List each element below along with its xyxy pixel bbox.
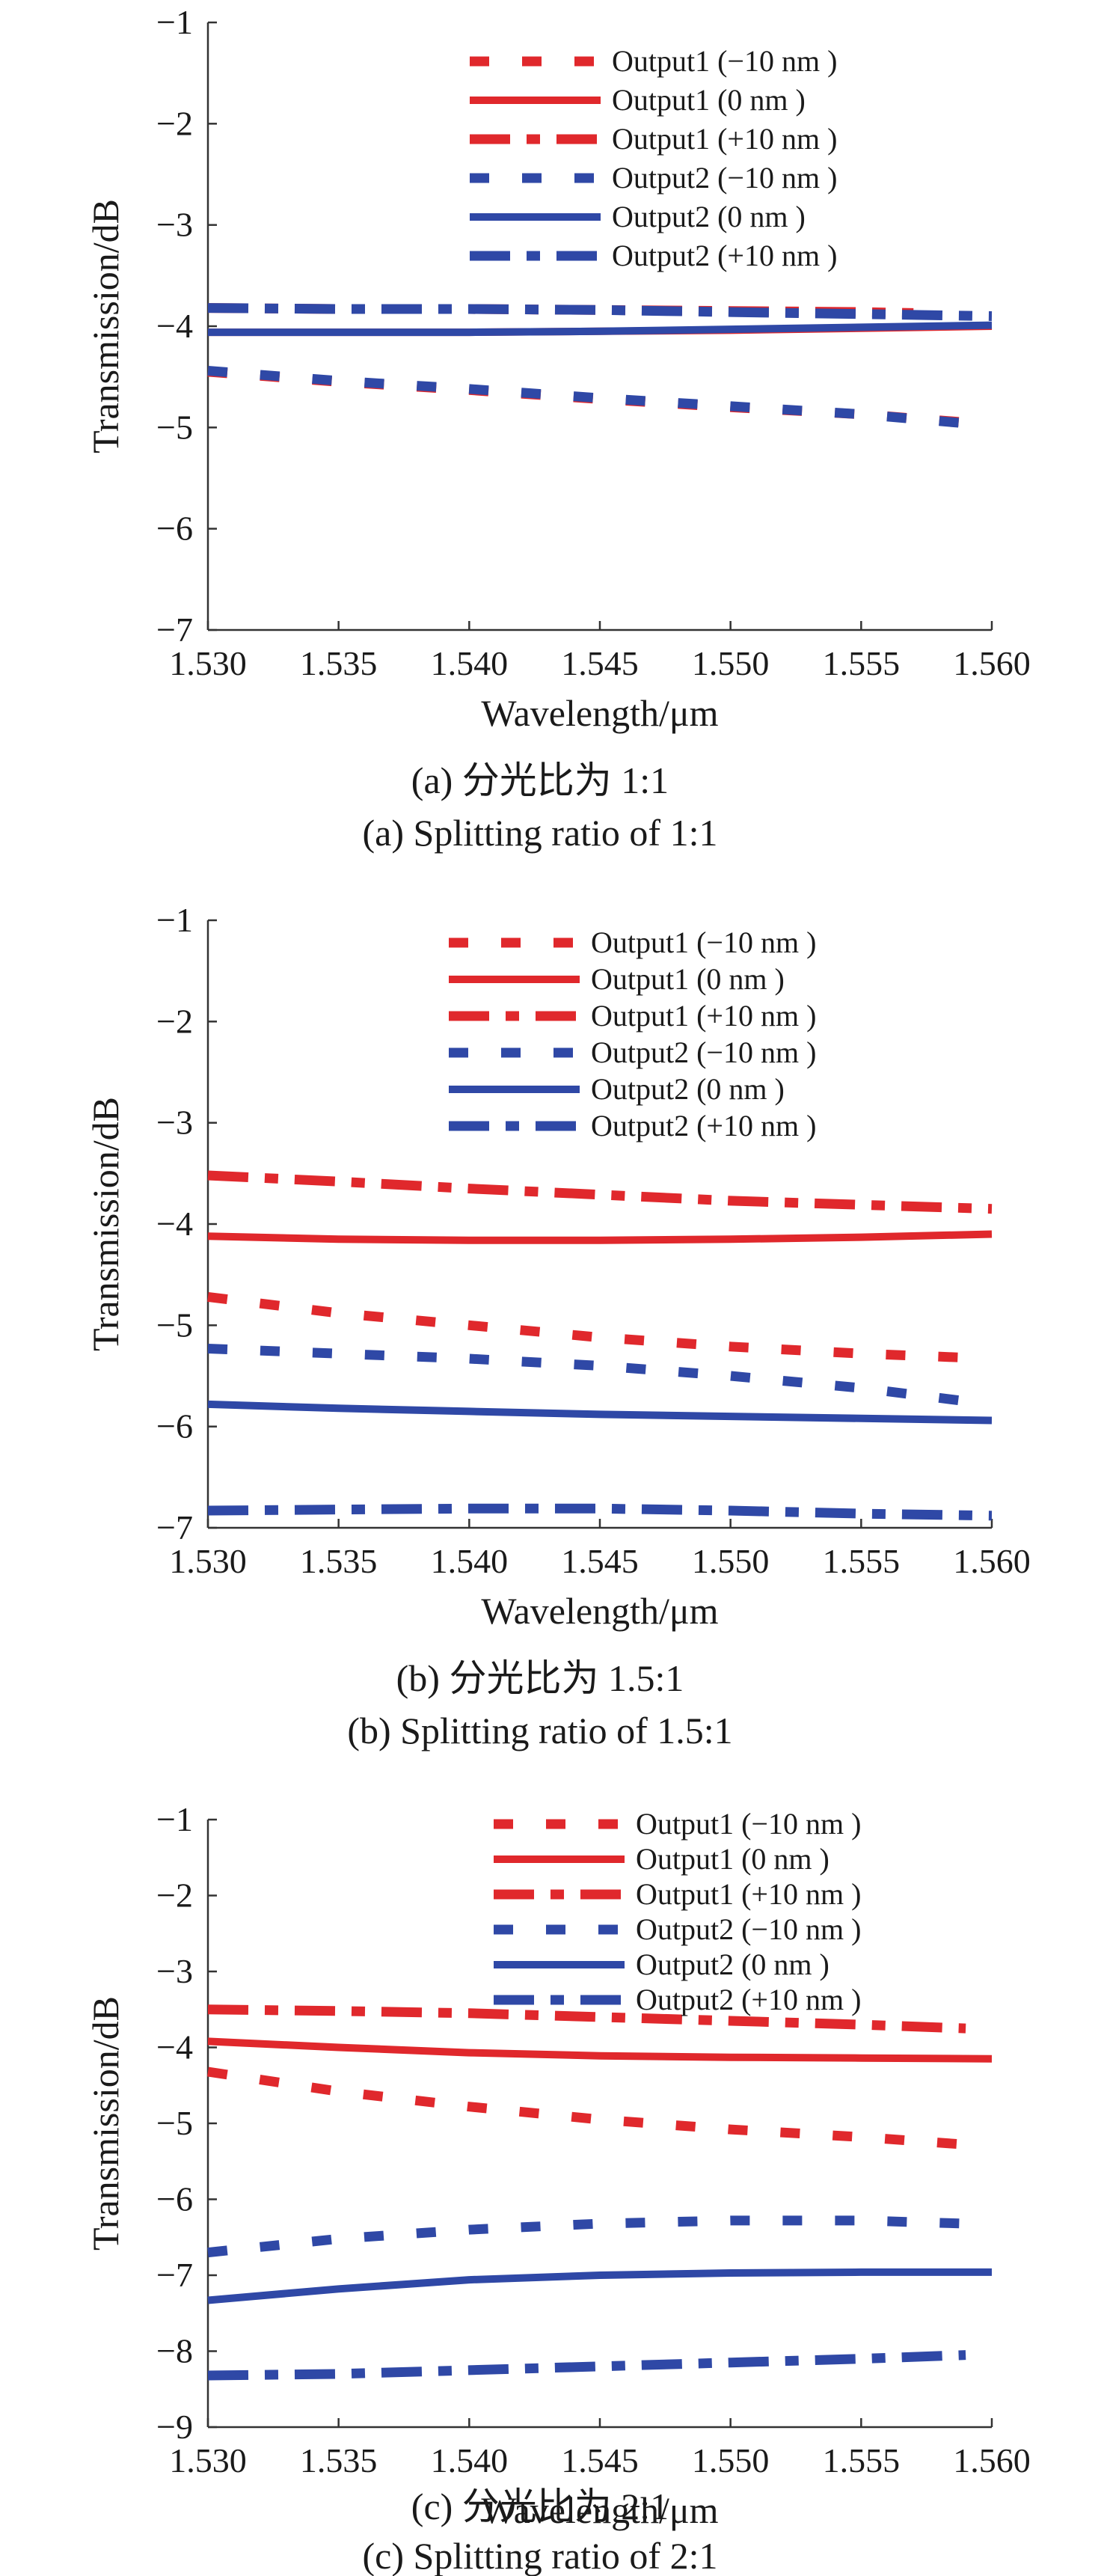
- y-tick-label: −6: [156, 2180, 193, 2218]
- x-tick-label: 1.545: [561, 1542, 639, 1580]
- series-line-5: [208, 321, 993, 337]
- legend: Output1 (−10 nm )Output1 (0 nm )Output1 …: [494, 1807, 861, 2016]
- series-line-6: [207, 2350, 966, 2381]
- series-line-2: [207, 2037, 993, 2063]
- x-tick-label: 1.560: [953, 1542, 1031, 1580]
- legend-label: Output1 (+10 nm ): [612, 122, 837, 156]
- series-line-1: [207, 2066, 966, 2150]
- y-tick-label: −6: [156, 510, 193, 548]
- x-tick-label: 1.555: [823, 2441, 901, 2479]
- y-tick-label: −4: [156, 2028, 193, 2066]
- y-tick-label: −7: [156, 611, 193, 649]
- legend-label: Output1 (+10 nm ): [636, 1877, 861, 1911]
- legend-label: Output1 (−10 nm ): [636, 1807, 861, 1841]
- x-tick-label: 1.555: [823, 1542, 901, 1580]
- y-tick-label: −7: [156, 2256, 193, 2294]
- legend-label: Output1 (0 nm ): [636, 1842, 829, 1876]
- legend-label: Output1 (−10 nm ): [591, 926, 816, 959]
- legend-label: Output2 (0 nm ): [612, 200, 806, 233]
- series-line-3: [207, 1170, 993, 1214]
- y-axis-label: Transmission/dB: [85, 1996, 126, 2251]
- x-tick-label: 1.535: [300, 644, 378, 682]
- x-tick-label: 1.550: [692, 644, 770, 682]
- x-tick-label: 1.550: [692, 2441, 770, 2479]
- caption-cn: (b) 分光比为 1.5:1: [396, 1657, 684, 1699]
- legend-label: Output2 (−10 nm ): [591, 1035, 816, 1069]
- y-tick-label: −2: [156, 1876, 193, 1915]
- legend-label: Output2 (−10 nm ): [636, 1912, 861, 1946]
- x-tick-label: 1.555: [823, 644, 901, 682]
- legend-label: Output2 (+10 nm ): [612, 239, 837, 272]
- x-tick-label: 1.550: [692, 1542, 770, 1580]
- legend: Output1 (−10 nm ) Output1 (0 nm ) Output1 …: [470, 44, 837, 272]
- x-tick-label: 1.560: [953, 644, 1031, 682]
- y-axis-label: Transmission/dB: [85, 199, 126, 453]
- chart-panel-3: −1 −2 −3 −4 −5 −6 −7 −8 −91.530 1.535 1.540 1.545 1.…: [85, 1800, 1031, 2576]
- x-tick-label: 1.545: [561, 2441, 639, 2479]
- y-tick-label: −4: [156, 1205, 193, 1243]
- y-tick-label: −4: [156, 307, 193, 345]
- y-tick-label: −1: [156, 1800, 193, 1838]
- caption-en: (b) Splitting ratio of 1.5:1: [347, 1710, 732, 1752]
- x-axis-label: Wavelength/μm: [481, 692, 718, 734]
- y-tick-label: −1: [156, 3, 193, 41]
- x-tick-label: 1.530: [169, 1542, 247, 1580]
- x-tick-label: 1.530: [169, 644, 247, 682]
- y-tick-label: −2: [156, 104, 193, 142]
- y-tick-label: −2: [156, 1002, 193, 1040]
- series-line-4: [207, 366, 966, 429]
- legend-label: Output2 (0 nm ): [636, 1948, 829, 1981]
- y-tick-label: −3: [156, 206, 193, 244]
- x-axis-label: Wavelength/μm: [481, 2489, 718, 2531]
- series-line-2: [207, 1230, 993, 1244]
- x-tick-label: 1.530: [169, 2441, 247, 2479]
- legend-label: Output1 (−10 nm ): [612, 44, 837, 78]
- y-axis-label: Transmission/dB: [85, 1097, 126, 1351]
- caption-en: (a) Splitting ratio of 1:1: [363, 812, 718, 854]
- x-tick-label: 1.540: [431, 2441, 509, 2479]
- series-line-5: [207, 1400, 993, 1425]
- caption-cn: (c) 分光比为 2:1: [411, 2485, 669, 2527]
- y-tick-label: −5: [156, 2104, 193, 2142]
- y-tick-label: −3: [156, 1104, 193, 1142]
- y-tick-label: −5: [156, 408, 193, 446]
- caption-cn: (a) 分光比为 1:1: [411, 759, 669, 801]
- x-tick-label: 1.560: [953, 2441, 1031, 2479]
- caption-en: (c) Splitting ratio of 2:1: [363, 2535, 718, 2576]
- chart-panel-1: −1 −2 −3 −4 −5 −6 −71.530 1.535 1.540 1.545 1.550 1…: [85, 3, 1031, 854]
- series-line-4: [207, 2215, 966, 2258]
- y-tick-label: −7: [156, 1508, 193, 1546]
- y-tick-label: −9: [156, 2408, 193, 2446]
- x-tick-label: 1.540: [431, 644, 509, 682]
- x-tick-label: 1.535: [300, 1542, 378, 1580]
- x-tick-label: 1.545: [561, 644, 639, 682]
- y-tick-label: −8: [156, 2332, 193, 2370]
- y-tick-label: −1: [156, 901, 193, 939]
- y-tick-label: −5: [156, 1306, 193, 1344]
- series-line-5: [207, 2268, 992, 2304]
- y-tick-label: −3: [156, 1952, 193, 1990]
- series-line-6: [207, 1503, 993, 1521]
- legend-label: Output1 (0 nm ): [591, 962, 785, 996]
- legend: Output1 (−10 nm )Output1 (0 nm )Output1 …: [449, 926, 816, 1142]
- x-tick-label: 1.540: [431, 1542, 509, 1580]
- legend-label: Output2 (+10 nm ): [636, 1983, 861, 2016]
- legend-label: Output2 (0 nm ): [591, 1072, 785, 1106]
- legend-label: Output1 (+10 nm ): [591, 999, 816, 1032]
- x-tick-label: 1.535: [300, 2441, 378, 2479]
- legend-label: Output2 (−10 nm ): [612, 161, 837, 195]
- legend-label: Output1 (0 nm ): [612, 83, 806, 117]
- x-axis-label: Wavelength/μm: [481, 1590, 718, 1632]
- legend-label: Output2 (+10 nm ): [591, 1109, 816, 1142]
- y-tick-label: −6: [156, 1407, 193, 1445]
- chart-panel-2: −1 −2 −3 −4 −5 −6 −71.530 1.535 1.540 1.545 1.550 1…: [85, 901, 1031, 1752]
